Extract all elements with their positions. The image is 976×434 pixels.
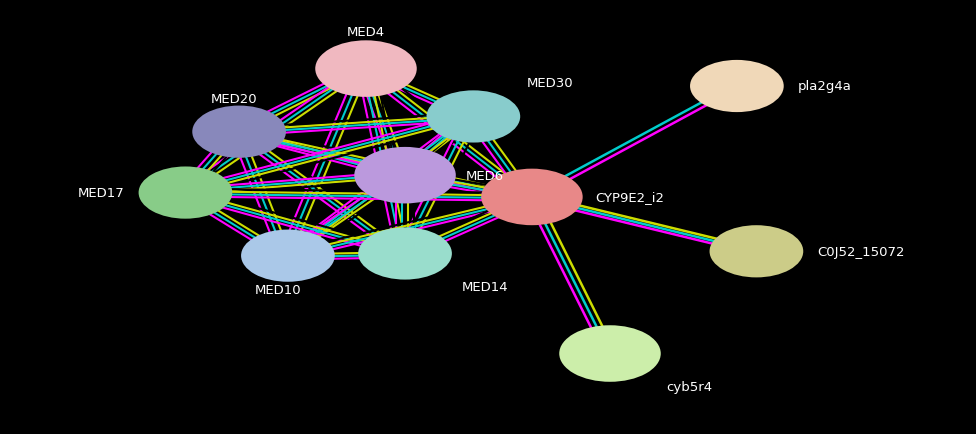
Ellipse shape [690, 61, 784, 113]
Ellipse shape [139, 167, 232, 219]
Text: CYP9E2_i2: CYP9E2_i2 [595, 191, 665, 204]
Ellipse shape [192, 106, 286, 158]
Ellipse shape [559, 326, 661, 382]
Text: MED14: MED14 [462, 280, 508, 293]
Text: MED30: MED30 [527, 77, 574, 90]
Ellipse shape [315, 41, 417, 98]
Ellipse shape [427, 91, 520, 143]
Text: pla2g4a: pla2g4a [797, 80, 851, 93]
Ellipse shape [710, 226, 803, 278]
Text: MED17: MED17 [78, 187, 125, 200]
Text: cyb5r4: cyb5r4 [667, 380, 712, 393]
Ellipse shape [481, 169, 583, 226]
Ellipse shape [358, 228, 452, 280]
Text: MED6: MED6 [466, 169, 504, 182]
Text: MED20: MED20 [211, 92, 258, 105]
Text: MED10: MED10 [255, 283, 302, 296]
Ellipse shape [354, 148, 456, 204]
Text: MED4: MED4 [346, 26, 386, 39]
Ellipse shape [241, 230, 335, 282]
Text: C0J52_15072: C0J52_15072 [817, 245, 905, 258]
